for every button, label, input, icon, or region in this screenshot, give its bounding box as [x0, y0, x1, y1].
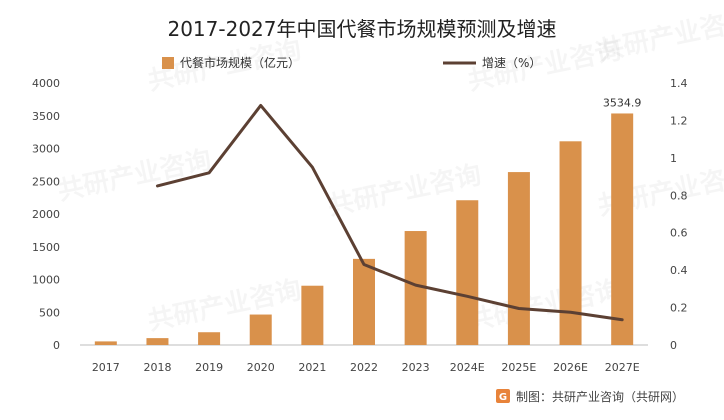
bar — [611, 113, 634, 345]
y-left-tick-label: 2500 — [32, 175, 60, 188]
x-tick-label: 2027E — [605, 361, 640, 374]
y-left-tick-label: 1500 — [32, 241, 60, 254]
bar — [94, 341, 117, 345]
y-right-tick-label: 0.8 — [670, 189, 688, 202]
x-tick-label: 2025E — [501, 361, 536, 374]
bar — [353, 258, 375, 345]
x-tick-label: 2018 — [143, 361, 171, 374]
legend-bar-label: 代餐市场规模（亿元） — [180, 55, 300, 70]
y-left-tick-label: 2000 — [32, 208, 60, 221]
y-left-tick-label: 3000 — [32, 143, 60, 156]
legend-line-label: 增速（%） — [482, 56, 541, 70]
x-tick-label: 2021 — [298, 361, 326, 374]
watermark-text: 共研产业咨询 — [55, 144, 214, 207]
y-right-tick-label: 0.6 — [670, 227, 688, 240]
y-left-tick-label: 4000 — [32, 77, 60, 90]
y-right-tick-label: 0 — [670, 339, 677, 352]
x-tick-label: 2020 — [247, 361, 275, 374]
bar — [456, 200, 479, 345]
legend: 代餐市场规模（亿元） 增速（%） — [162, 55, 541, 70]
bar — [507, 172, 530, 345]
legend-bar-swatch — [162, 57, 174, 69]
y-right-tick-label: 0.2 — [670, 302, 688, 315]
g-logo-icon — [496, 389, 510, 403]
x-tick-label: 2026E — [553, 361, 588, 374]
bar — [198, 332, 221, 345]
axes: 0 500 1000 1500 2000 2500 3000 3500 4000 0 0.2 0.4 0… — [32, 77, 688, 374]
source-note: G 制图：共研产业咨询（共研网） — [496, 389, 684, 404]
bar-value-label: 3534.9 — [603, 96, 642, 109]
x-tick-label: 2022 — [350, 361, 378, 374]
y-left-tick-label: 1000 — [32, 274, 60, 287]
y-right-tick-label: 0.4 — [670, 264, 688, 277]
y-left-tick-label: 3500 — [32, 110, 60, 123]
data-labels: 3534.9 — [603, 96, 642, 109]
bar — [301, 285, 324, 345]
bar — [404, 231, 427, 345]
growth-rate-line — [155, 103, 624, 322]
bar — [249, 314, 272, 345]
y-right-tick-label: 1 — [670, 152, 677, 165]
watermark-text: 共研产业咨询 — [145, 274, 304, 337]
bar — [146, 338, 169, 345]
bar-series — [94, 113, 634, 345]
chart-title: 2017-2027年中国代餐市场规模预测及增速 — [167, 17, 556, 41]
watermark-text: 共研产业咨询 — [465, 274, 624, 337]
source-text: 制图：共研产业咨询（共研网） — [516, 389, 684, 404]
watermark-text: 共研产业咨询 — [595, 4, 724, 67]
g-logo-glyph: G — [499, 392, 507, 403]
x-tick-label: 2024E — [450, 361, 485, 374]
y-right-tick-label: 1.2 — [670, 114, 688, 127]
x-tick-label: 2023 — [402, 361, 430, 374]
x-tick-label: 2017 — [92, 361, 120, 374]
y-right-tick-label: 1.4 — [670, 77, 688, 90]
y-left-tick-label: 0 — [53, 339, 60, 352]
bar — [559, 141, 582, 345]
line-series — [155, 103, 624, 322]
y-left-tick-label: 500 — [39, 306, 60, 319]
x-tick-label: 2019 — [195, 361, 223, 374]
